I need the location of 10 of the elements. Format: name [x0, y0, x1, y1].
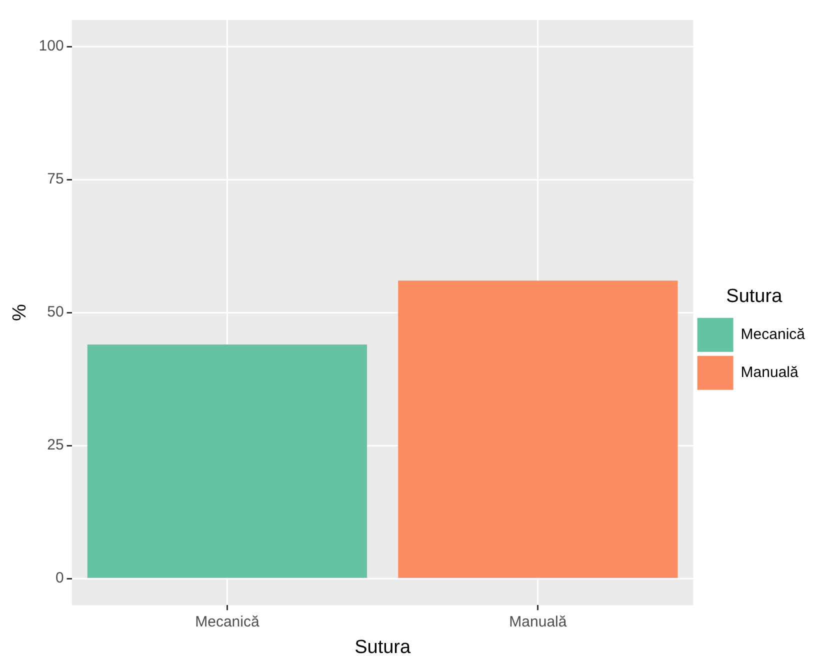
legend-title: Sutura — [726, 286, 783, 307]
y-axis-title: % — [10, 304, 31, 322]
x-axis-title: Sutura — [354, 636, 411, 658]
legend-label: Manuală — [740, 364, 799, 382]
legend-label: Mecanică — [740, 326, 806, 344]
y-tick-label: 100 — [38, 38, 64, 55]
y-tick-label: 0 — [55, 570, 64, 587]
y-tick-label: 75 — [47, 170, 64, 188]
y-tick-label: 50 — [47, 304, 64, 321]
y-tick-label: 25 — [47, 436, 64, 454]
